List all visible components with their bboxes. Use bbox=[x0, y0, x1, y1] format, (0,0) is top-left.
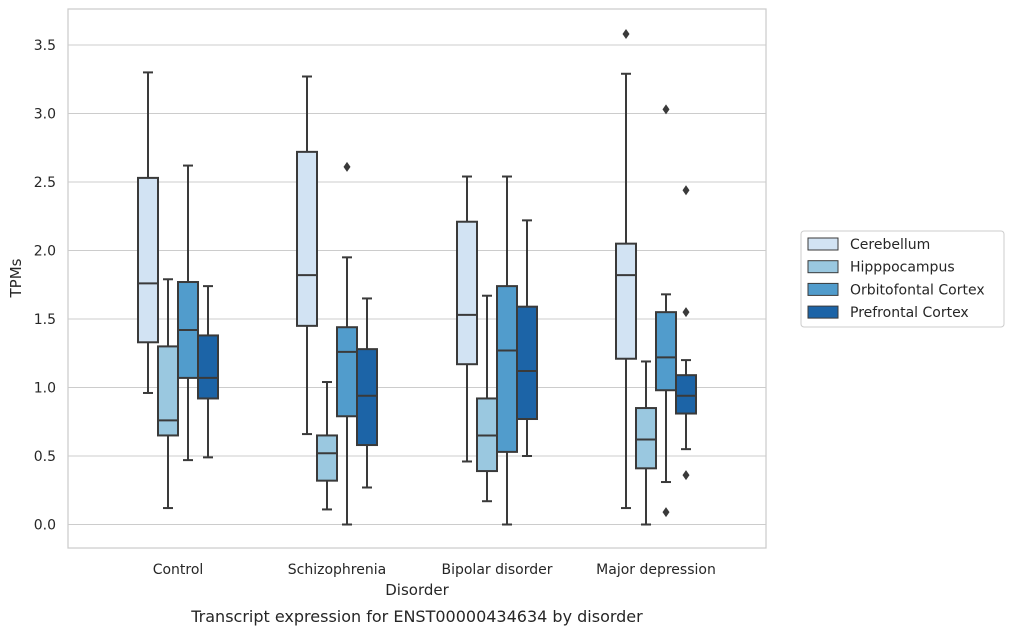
box-plot bbox=[476, 294, 498, 503]
box-iqr bbox=[496, 285, 518, 453]
y-tick-labels: 0.0 0.5 1.0 1.5 2.0 2.5 3.0 3.5 bbox=[34, 38, 56, 534]
box-plot bbox=[197, 285, 219, 459]
box-iqr bbox=[456, 220, 478, 366]
box-plot bbox=[675, 185, 697, 481]
box-iqr bbox=[655, 311, 677, 392]
legend-swatch bbox=[807, 237, 839, 251]
outlier-point bbox=[682, 307, 690, 318]
x-tick-label: Major depression bbox=[596, 562, 716, 578]
x-axis-label: Disorder bbox=[385, 581, 449, 599]
box-iqr bbox=[336, 326, 358, 418]
box-iqr bbox=[197, 334, 219, 400]
outlier-point bbox=[343, 161, 351, 172]
y-tick-label: 1.0 bbox=[34, 381, 56, 397]
legend-label: Prefrontal Cortex bbox=[850, 305, 969, 321]
box-iqr bbox=[316, 434, 338, 482]
box-plot bbox=[177, 164, 199, 462]
gridlines bbox=[68, 44, 766, 526]
legend-frame bbox=[800, 230, 1005, 328]
x-tick-label: Bipolar disorder bbox=[441, 562, 552, 578]
y-tick-label: 0.0 bbox=[34, 518, 56, 534]
chart-caption: Transcript expression for ENST0000043463… bbox=[190, 607, 643, 626]
y-axis-label: TPMs bbox=[7, 258, 25, 298]
y-tick-label: 3.5 bbox=[34, 38, 56, 54]
legend-swatch bbox=[807, 282, 839, 296]
box-plot bbox=[456, 175, 478, 463]
y-tick-label: 3.0 bbox=[34, 107, 56, 123]
box-plot bbox=[157, 278, 179, 510]
y-tick-label: 1.5 bbox=[34, 312, 56, 328]
box-plot bbox=[137, 71, 159, 394]
box-plot bbox=[516, 219, 538, 457]
plot-frame bbox=[67, 8, 767, 549]
box-iqr bbox=[157, 345, 179, 437]
y-tick-label: 0.5 bbox=[34, 449, 56, 465]
legend-swatch bbox=[807, 260, 839, 274]
y-tick-label: 2.0 bbox=[34, 244, 56, 260]
y-tick-label: 2.5 bbox=[34, 175, 56, 191]
box-plot bbox=[316, 381, 338, 511]
box-plot bbox=[356, 297, 378, 489]
box-plot bbox=[336, 161, 358, 526]
outlier-point bbox=[662, 507, 670, 518]
box-plot bbox=[296, 75, 318, 436]
x-tick-label: Control bbox=[153, 562, 204, 578]
legend-label: Cerebellum bbox=[850, 237, 930, 253]
box-plot bbox=[496, 175, 518, 526]
x-tick-labels: Control Schizophrenia Bipolar disorder Majo… bbox=[153, 562, 716, 578]
outlier-point bbox=[682, 185, 690, 196]
box-iqr bbox=[516, 305, 538, 421]
legend-label: Hipppocampus bbox=[850, 260, 955, 276]
box-iqr bbox=[137, 176, 159, 344]
outlier-point bbox=[682, 470, 690, 481]
box-iqr bbox=[675, 374, 697, 415]
outlier-point bbox=[662, 104, 670, 115]
outlier-point bbox=[622, 29, 630, 40]
box-iqr bbox=[296, 150, 318, 327]
box-plots bbox=[137, 29, 697, 526]
box-iqr bbox=[356, 348, 378, 447]
x-tick-label: Schizophrenia bbox=[288, 562, 386, 578]
legend-swatch bbox=[807, 305, 839, 319]
box-iqr bbox=[615, 242, 637, 360]
box-plot bbox=[615, 29, 637, 510]
legend-label: Orbitofontal Cortex bbox=[850, 282, 985, 298]
box-plot bbox=[635, 360, 657, 526]
box-iqr bbox=[635, 407, 657, 470]
legend: Cerebellum Hipppocampus Orbitofontal Corte… bbox=[800, 230, 1005, 328]
box-plot bbox=[655, 104, 677, 518]
